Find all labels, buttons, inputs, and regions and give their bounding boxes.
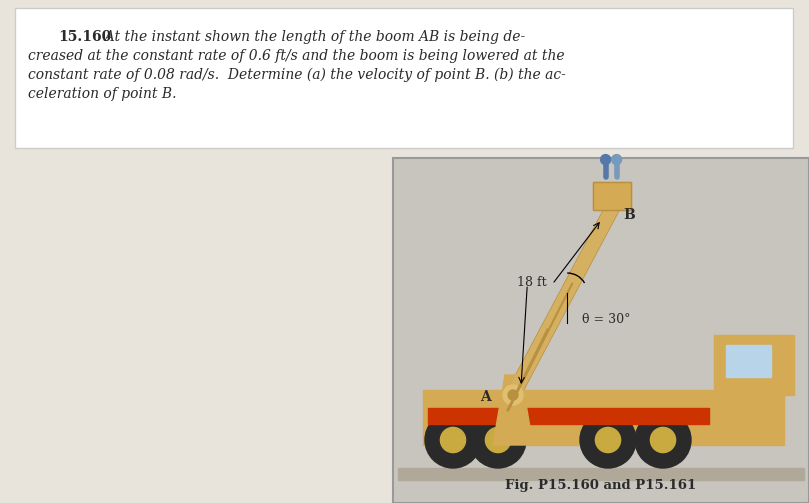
Bar — [726, 345, 771, 377]
Text: constant rate of 0.08 rad/s.  Determine (a) the velocity of point B. (b) the ac-: constant rate of 0.08 rad/s. Determine (… — [28, 68, 565, 82]
Circle shape — [503, 385, 523, 405]
Bar — [592, 182, 630, 210]
Text: Fig. P15.160 and P15.161: Fig. P15.160 and P15.161 — [506, 478, 697, 491]
Circle shape — [635, 412, 691, 468]
Bar — [393, 158, 809, 503]
Text: A: A — [481, 390, 491, 404]
Circle shape — [580, 412, 636, 468]
Text: θ = 30°: θ = 30° — [582, 313, 631, 326]
Bar — [428, 408, 709, 424]
FancyBboxPatch shape — [15, 8, 793, 148]
Circle shape — [440, 428, 466, 453]
Bar — [423, 390, 784, 445]
Text: B: B — [624, 208, 635, 222]
Circle shape — [595, 428, 621, 453]
Circle shape — [485, 428, 510, 453]
Circle shape — [508, 390, 518, 400]
Text: At the instant shown the length of the boom AB is being de-: At the instant shown the length of the b… — [96, 30, 525, 44]
Text: 15.160: 15.160 — [58, 30, 112, 44]
Circle shape — [650, 428, 676, 453]
Circle shape — [600, 154, 611, 164]
Circle shape — [425, 412, 481, 468]
Circle shape — [470, 412, 526, 468]
Text: creased at the constant rate of 0.6 ft/s and the boom is being lowered at the: creased at the constant rate of 0.6 ft/s… — [28, 49, 565, 63]
Text: 18 ft: 18 ft — [518, 276, 547, 289]
Circle shape — [612, 154, 621, 164]
Bar — [592, 182, 630, 210]
Polygon shape — [493, 375, 533, 445]
Bar — [398, 468, 804, 480]
Bar — [714, 335, 794, 395]
Text: celeration of point B.: celeration of point B. — [28, 87, 176, 101]
